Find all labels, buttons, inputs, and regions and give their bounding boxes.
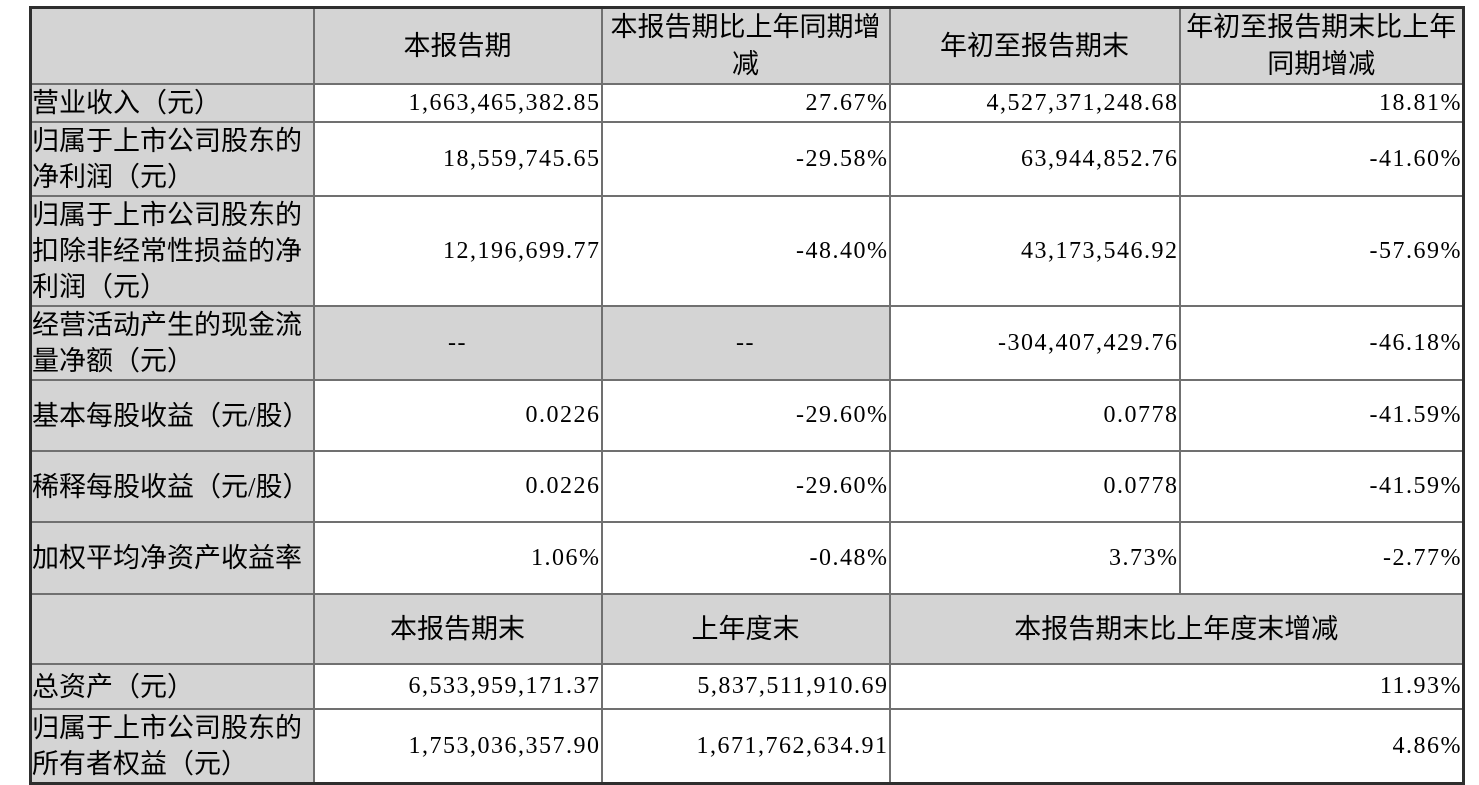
period-header-row: 本报告期 本报告期比上年同期增减 年初至报告期末 年初至报告期末比上年同期增减 (29, 6, 1465, 85)
value-cell: 43,173,546.92 (888, 195, 1181, 307)
value-cell: -304,407,429.76 (888, 305, 1181, 381)
value-cell: 3.73% (888, 521, 1181, 595)
row-shareholders-equity: 归属于上市公司股东的所有者权益（元） 1,753,036,357.90 1,67… (29, 708, 1465, 785)
value-cell: -41.59% (1178, 379, 1465, 452)
row-label: 总资产（元） (29, 663, 315, 710)
value-cell: 27.67% (600, 83, 891, 123)
value-cell: -41.59% (1178, 450, 1465, 523)
row-total-assets: 总资产（元） 6,533,959,171.37 5,837,511,910.69… (29, 663, 1465, 710)
value-cell: 5,837,511,910.69 (600, 663, 891, 710)
value-cell: 11.93% (888, 663, 1465, 710)
row-diluted-eps: 稀释每股收益（元/股） 0.0226 -29.60% 0.0778 -41.59… (29, 450, 1465, 523)
row-operating-cash-flow: 经营活动产生的现金流量净额（元） -- -- -304,407,429.76 -… (29, 305, 1465, 381)
value-cell: 18,559,745.65 (312, 121, 603, 197)
value-cell: 1,753,036,357.90 (312, 708, 603, 785)
value-cell: -29.58% (600, 121, 891, 197)
value-cell: -0.48% (600, 521, 891, 595)
value-cell: -29.60% (600, 379, 891, 452)
row-label: 稀释每股收益（元/股） (29, 450, 315, 523)
value-cell: 4.86% (888, 708, 1465, 785)
value-cell: 1,663,465,382.85 (312, 83, 603, 123)
row-revenue: 营业收入（元） 1,663,465,382.85 27.67% 4,527,37… (29, 83, 1465, 123)
value-cell: -57.69% (1178, 195, 1465, 307)
balance-header-row: 本报告期末 上年度末 本报告期末比上年度末增减 (29, 593, 1465, 665)
col-header-end-of-period: 本报告期末 (312, 593, 603, 665)
col-header-end-of-prior-year: 上年度末 (600, 593, 891, 665)
row-label: 归属于上市公司股东的所有者权益（元） (29, 708, 315, 785)
value-cell: -46.18% (1178, 305, 1465, 381)
value-cell: 1,671,762,634.91 (600, 708, 891, 785)
value-cell: -2.77% (1178, 521, 1465, 595)
row-label: 归属于上市公司股东的扣除非经常性损益的净利润（元） (29, 195, 315, 307)
row-label: 经营活动产生的现金流量净额（元） (29, 305, 315, 381)
financial-summary-document: 本报告期 本报告期比上年同期增减 年初至报告期末 年初至报告期末比上年同期增减 … (29, 6, 1465, 785)
value-cell: 18.81% (1178, 83, 1465, 123)
row-label: 基本每股收益（元/股） (29, 379, 315, 452)
value-cell: 12,196,699.77 (312, 195, 603, 307)
empty-value-cell: -- (600, 305, 891, 381)
value-cell: 6,533,959,171.37 (312, 663, 603, 710)
row-weighted-avg-roe: 加权平均净资产收益率 1.06% -0.48% 3.73% -2.77% (29, 521, 1465, 595)
col-header-ytd: 年初至报告期末 (888, 6, 1181, 85)
value-cell: 0.0226 (312, 450, 603, 523)
value-cell: 0.0778 (888, 379, 1181, 452)
row-label: 加权平均净资产收益率 (29, 521, 315, 595)
col-header-current-period-yoy: 本报告期比上年同期增减 (600, 6, 891, 85)
row-net-profit-ex-nonrecurring: 归属于上市公司股东的扣除非经常性损益的净利润（元） 12,196,699.77 … (29, 195, 1465, 307)
value-cell: 0.0778 (888, 450, 1181, 523)
key-financials-table: 本报告期 本报告期比上年同期增减 年初至报告期末 年初至报告期末比上年同期增减 … (29, 6, 1465, 785)
row-label: 归属于上市公司股东的净利润（元） (29, 121, 315, 197)
value-cell: -48.40% (600, 195, 891, 307)
corner-cell (29, 6, 315, 85)
col-header-current-period: 本报告期 (312, 6, 603, 85)
col-header-change-vs-prior-year-end: 本报告期末比上年度末增减 (888, 593, 1465, 665)
row-basic-eps: 基本每股收益（元/股） 0.0226 -29.60% 0.0778 -41.59… (29, 379, 1465, 452)
value-cell: 4,527,371,248.68 (888, 83, 1181, 123)
row-label: 营业收入（元） (29, 83, 315, 123)
value-cell: -29.60% (600, 450, 891, 523)
value-cell: 63,944,852.76 (888, 121, 1181, 197)
corner-cell (29, 593, 315, 665)
row-net-profit: 归属于上市公司股东的净利润（元） 18,559,745.65 -29.58% 6… (29, 121, 1465, 197)
value-cell: 1.06% (312, 521, 603, 595)
empty-value-cell: -- (312, 305, 603, 381)
col-header-ytd-yoy: 年初至报告期末比上年同期增减 (1178, 6, 1465, 85)
value-cell: 0.0226 (312, 379, 603, 452)
value-cell: -41.60% (1178, 121, 1465, 197)
